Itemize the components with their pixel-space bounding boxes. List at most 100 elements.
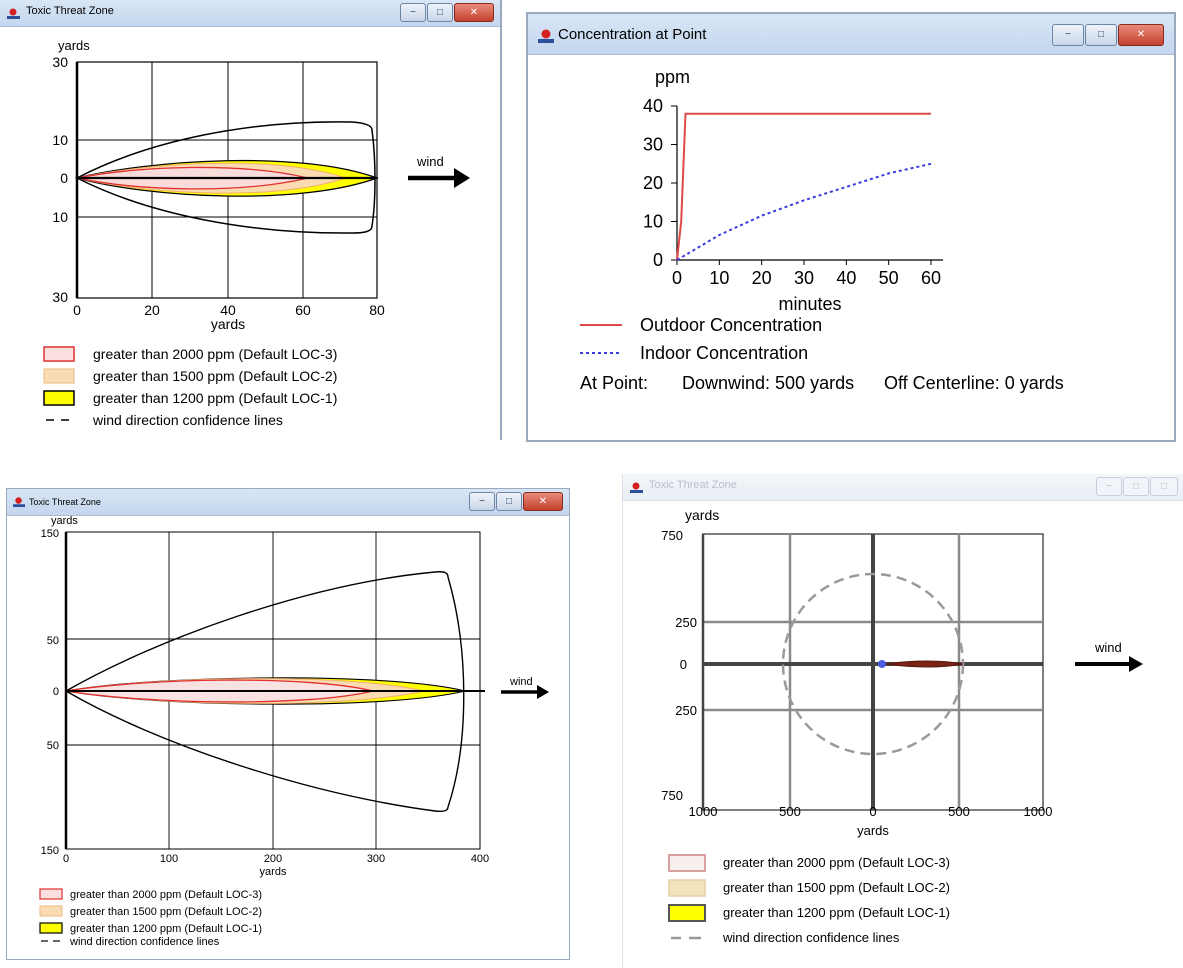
title-bar[interactable]: Toxic Threat Zone − □ □ <box>623 474 1183 501</box>
minimize-button[interactable]: − <box>1096 477 1122 496</box>
x-tick: 1000 <box>689 804 718 819</box>
x-tick-label: 10 <box>709 268 729 288</box>
y-tick-label: 10 <box>643 212 663 232</box>
confidence-lines <box>76 121 376 234</box>
x-tick: 500 <box>779 804 801 819</box>
x-tick: 1000 <box>1024 804 1053 819</box>
y-tick: 0 <box>680 657 687 672</box>
x-tick: 0 <box>63 853 69 865</box>
legend-swatch-loc2 <box>668 879 706 897</box>
close-button[interactable]: ✕ <box>454 3 494 22</box>
window-title: Toxic Threat Zone <box>649 479 737 491</box>
concentration-at-point-window: Concentration at Point − □ ✕ ppm 40 30 20 1… <box>526 12 1176 442</box>
x-axis-label: minutes <box>778 294 841 314</box>
y-tick: 10 <box>52 209 68 225</box>
x-axis-label: yards <box>857 823 889 838</box>
legend-swatch-loc1 <box>668 904 706 922</box>
y-tick: 0 <box>53 686 59 698</box>
maximize-button[interactable]: □ <box>496 492 522 511</box>
x-tick: 100 <box>160 853 178 865</box>
y-tick-label: 40 <box>643 96 663 116</box>
minimize-button[interactable]: − <box>1052 24 1084 46</box>
window-title: Toxic Threat Zone <box>29 497 101 507</box>
x-tick-label: 50 <box>879 268 899 288</box>
x-tick-label: 40 <box>836 268 856 288</box>
downwind-value: Downwind: 500 yards <box>682 373 854 393</box>
x-tick: 300 <box>367 853 385 865</box>
legend-swatch-loc3 <box>668 854 706 872</box>
maximize-button[interactable]: □ <box>427 3 453 22</box>
y-tick: 250 <box>675 615 697 630</box>
title-bar[interactable]: Toxic Threat Zone − □ ✕ <box>7 489 569 516</box>
x-axis-label: yards <box>260 866 287 878</box>
y-axis-unit: ppm <box>655 67 690 87</box>
title-bar[interactable]: Concentration at Point − □ ✕ <box>528 14 1174 55</box>
wind-label: wind <box>1094 640 1122 655</box>
concentration-chart: ppm 40 30 20 10 0 0 10 20 30 40 50 60 minutes Outd… <box>580 67 1064 393</box>
y-tick: 50 <box>47 635 59 647</box>
legend-text: wind direction confidence lines <box>722 930 900 945</box>
y-tick: 30 <box>52 54 68 70</box>
y-axis-unit: yards <box>51 515 78 527</box>
y-tick: 750 <box>661 788 683 803</box>
minimize-button[interactable]: − <box>469 492 495 511</box>
legend-text: greater than 2000 ppm (Default LOC-3) <box>723 855 950 870</box>
toxic-threat-zone-window-large: Toxic Threat Zone − □ □ yards 750 250 0 … <box>622 474 1183 968</box>
wind-label: wind <box>509 676 533 688</box>
x-tick-label: 60 <box>921 268 941 288</box>
legend-swatch-loc1 <box>43 390 75 406</box>
y-tick: 150 <box>41 528 59 540</box>
y-tick: 10 <box>52 132 68 148</box>
y-tick-label: 30 <box>643 135 663 155</box>
close-button[interactable]: ✕ <box>523 492 563 511</box>
indoor-concentration-line <box>676 162 932 261</box>
y-tick: 30 <box>52 289 68 305</box>
legend-text: wind direction confidence lines <box>69 936 220 948</box>
y-tick: 150 <box>41 845 59 857</box>
y-axis-unit: yards <box>685 507 719 523</box>
off-centerline-value: Off Centerline: 0 yards <box>884 373 1064 393</box>
legend-swatch-loc3 <box>39 888 63 900</box>
legend-text: greater than 1200 ppm (Default LOC-1) <box>93 390 337 406</box>
minimize-button[interactable]: − <box>400 3 426 22</box>
legend-text: wind direction confidence lines <box>92 412 283 428</box>
legend-text: greater than 1200 ppm (Default LOC-1) <box>723 905 950 920</box>
window-title: Toxic Threat Zone <box>26 5 114 17</box>
x-tick: 0 <box>73 302 81 318</box>
toxic-threat-zone-window-small: Toxic Threat Zone − □ ✕ yards 30 10 0 10… <box>0 0 502 440</box>
x-tick: 400 <box>471 853 489 865</box>
legend-swatch-loc1 <box>39 922 63 934</box>
maximize-button[interactable]: □ <box>1085 24 1117 46</box>
threat-plume <box>884 660 964 668</box>
x-tick: 0 <box>869 804 876 819</box>
x-tick: 500 <box>948 804 970 819</box>
legend-outdoor: Outdoor Concentration <box>640 315 822 335</box>
legend-text: greater than 2000 ppm (Default LOC-3) <box>70 889 262 901</box>
window-title: Concentration at Point <box>558 26 707 43</box>
legend-text: greater than 2000 ppm (Default LOC-3) <box>93 346 337 362</box>
app-icon <box>630 482 643 493</box>
y-tick: 250 <box>675 703 697 718</box>
x-tick-label: 20 <box>752 268 772 288</box>
title-bar[interactable]: Toxic Threat Zone − □ ✕ <box>0 0 500 27</box>
y-tick: 50 <box>47 740 59 752</box>
maximize-button[interactable]: □ <box>1123 477 1149 496</box>
legend-text: greater than 1500 ppm (Default LOC-2) <box>93 368 337 384</box>
point-prefix: At Point: <box>580 373 648 393</box>
close-button[interactable]: ✕ <box>1118 24 1164 46</box>
close-button[interactable]: □ <box>1150 477 1178 496</box>
y-tick-label: 0 <box>653 250 663 270</box>
legend-swatch-loc2 <box>39 905 63 917</box>
legend-swatch-loc2 <box>43 368 75 384</box>
source-point-icon <box>878 660 886 668</box>
app-icon <box>13 497 25 507</box>
legend-text: greater than 1500 ppm (Default LOC-2) <box>70 906 262 918</box>
x-tick: 40 <box>220 302 236 318</box>
x-tick: 200 <box>264 853 282 865</box>
confidence-lines <box>65 571 465 813</box>
y-axis-unit: yards <box>58 38 90 53</box>
legend-indoor: Indoor Concentration <box>640 343 808 363</box>
x-tick: 20 <box>144 302 160 318</box>
threat-zone-plot: yards 30 10 0 10 30 0 20 40 60 80 yards … <box>43 38 470 428</box>
app-icon <box>7 8 20 19</box>
